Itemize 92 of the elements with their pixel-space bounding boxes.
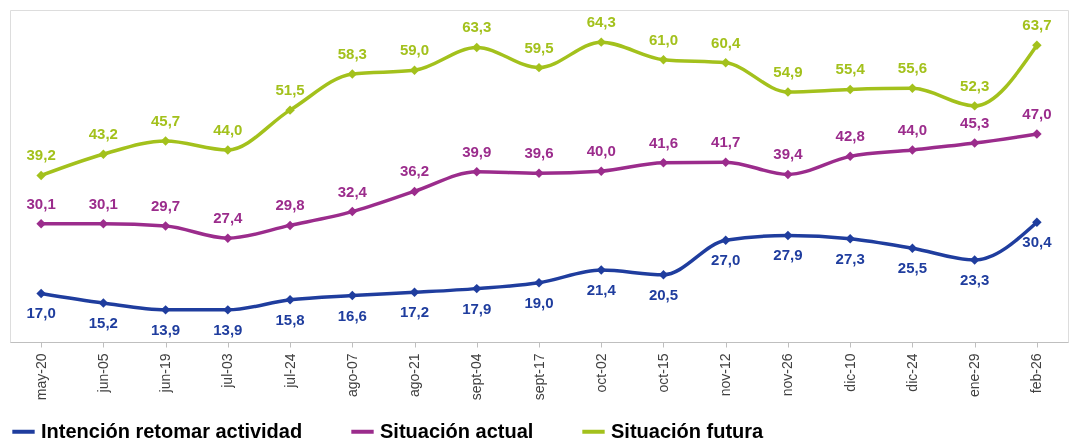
x-tick-label: sept-17 xyxy=(530,353,547,401)
data-label: 54,9 xyxy=(773,63,803,81)
point xyxy=(534,168,544,179)
data-label: 45,3 xyxy=(960,114,990,132)
data-label: 39,6 xyxy=(524,144,554,162)
data-label: 42,8 xyxy=(835,127,865,145)
x-tick-label: ago-07 xyxy=(343,353,360,398)
data-label: 20,5 xyxy=(648,285,679,303)
point xyxy=(285,220,295,231)
data-label: 21,4 xyxy=(586,281,617,299)
data-label: 15,2 xyxy=(88,313,118,331)
point xyxy=(845,233,855,244)
legend-label: Situación actual xyxy=(380,419,534,442)
point xyxy=(845,151,855,162)
x-tick-label: sept-04 xyxy=(468,353,485,401)
x-tick-label: dic-10 xyxy=(841,353,858,392)
data-label: 27,4 xyxy=(213,209,244,227)
data-label: 63,3 xyxy=(462,18,492,36)
data-label: 59,5 xyxy=(524,38,554,56)
data-label: 27,9 xyxy=(773,246,803,264)
point xyxy=(285,295,295,305)
data-label: 39,9 xyxy=(462,142,492,160)
legend-label: Situación futura xyxy=(611,419,765,442)
data-label: 15,8 xyxy=(275,310,305,328)
x-tick-label: feb-26 xyxy=(1028,353,1045,394)
data-label: 45,7 xyxy=(150,111,181,129)
point xyxy=(907,243,918,253)
x-tick-label: ene-29 xyxy=(966,353,983,398)
data-label: 55,6 xyxy=(897,59,928,77)
data-label: 64,3 xyxy=(586,13,616,31)
legend-label: Intención retomar actividad xyxy=(41,419,303,442)
point xyxy=(783,169,793,180)
data-label: 25,5 xyxy=(897,259,928,277)
point xyxy=(36,219,46,229)
data-label: 13,9 xyxy=(213,320,243,338)
data-label: 52,3 xyxy=(960,76,990,94)
data-label: 47,0 xyxy=(1022,105,1052,123)
data-label: 29,8 xyxy=(275,196,305,214)
x-tick-label: oct-02 xyxy=(592,353,609,393)
x-tick-label: ago-21 xyxy=(406,353,423,398)
x-tick-label: jul-03 xyxy=(219,353,236,389)
point xyxy=(36,288,46,299)
point xyxy=(223,233,233,243)
point xyxy=(658,54,669,65)
data-label: 32,4 xyxy=(337,182,368,200)
point xyxy=(534,62,544,73)
point xyxy=(98,149,109,159)
data-label: 43,2 xyxy=(88,125,118,143)
x-tick-label: jul-24 xyxy=(281,353,298,389)
data-label: 41,6 xyxy=(648,133,679,151)
x-tick-label: nov-26 xyxy=(779,353,796,397)
data-label: 13,9 xyxy=(150,320,181,338)
point xyxy=(596,37,606,47)
point xyxy=(1032,40,1042,51)
x-tick-label: jun-05 xyxy=(94,353,111,394)
point xyxy=(347,206,358,217)
data-label: 44,0 xyxy=(213,120,243,138)
data-label: 17,2 xyxy=(399,303,430,321)
data-label: 60,4 xyxy=(711,33,741,51)
data-label: 59,0 xyxy=(399,41,430,59)
data-label: 40,0 xyxy=(586,142,616,160)
x-tick-label: nov-12 xyxy=(717,353,734,397)
data-label: 17,9 xyxy=(462,299,492,317)
data-label: 19,0 xyxy=(524,293,554,311)
data-label: 44,0 xyxy=(897,120,928,138)
data-label: 30,4 xyxy=(1022,233,1053,251)
data-label: 27,3 xyxy=(835,249,865,267)
x-tick-label: may-20 xyxy=(32,353,49,401)
data-label: 63,7 xyxy=(1022,16,1052,34)
data-label: 51,5 xyxy=(275,81,305,99)
data-label: 55,4 xyxy=(835,60,866,78)
data-label: 17,0 xyxy=(26,304,56,322)
x-tick-label: dic-24 xyxy=(903,353,920,392)
data-label: 36,2 xyxy=(399,162,430,180)
point xyxy=(720,235,731,246)
data-label: 61,0 xyxy=(648,30,679,48)
data-label: 30,1 xyxy=(26,194,56,212)
x-tick-label: oct-15 xyxy=(654,353,671,393)
data-label: 23,3 xyxy=(960,270,990,288)
data-label: 16,6 xyxy=(337,306,367,324)
point xyxy=(409,186,420,197)
x-tick-label: jun-19 xyxy=(157,353,174,394)
data-label: 27,0 xyxy=(711,251,741,269)
point xyxy=(36,170,46,181)
data-label: 41,7 xyxy=(711,133,741,151)
data-label: 39,2 xyxy=(26,146,56,164)
data-label: 29,7 xyxy=(150,196,181,214)
point xyxy=(223,305,233,315)
point xyxy=(1032,217,1042,227)
data-label: 39,4 xyxy=(773,145,804,163)
data-label: 58,3 xyxy=(337,45,367,62)
data-label: 30,1 xyxy=(88,194,118,212)
